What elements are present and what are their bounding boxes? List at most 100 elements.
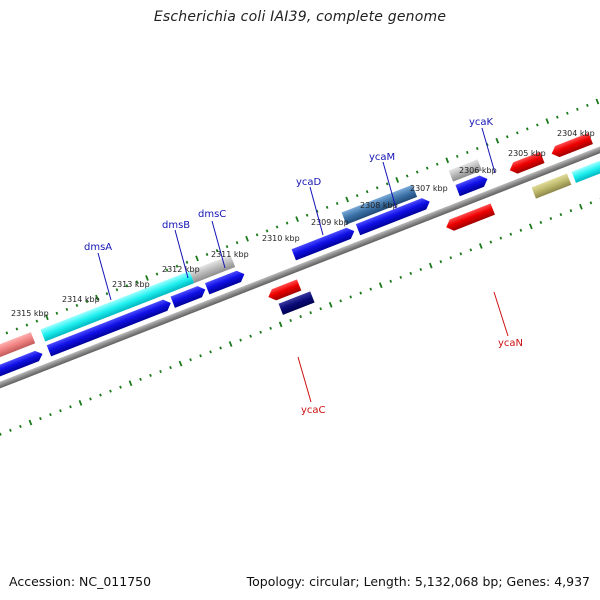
scale-tick-outer-minor [135, 280, 139, 284]
gene-label-ycaK[interactable]: ycaK [469, 117, 494, 128]
scale-tick-outer-minor [25, 323, 29, 327]
scale-tick-outer-major [445, 157, 450, 164]
scale-tick-inner-minor [299, 315, 302, 319]
gene-cyan-right[interactable] [571, 160, 600, 183]
gene-label-ycaD[interactable]: ycaD [296, 177, 322, 188]
scale-tick-outer-minor [125, 284, 129, 288]
scale-tick-outer-minor [265, 229, 269, 233]
scale-label: 2311 kbp [211, 250, 249, 259]
scale-tick-outer-minor [225, 245, 229, 249]
scale-tick-inner-minor [349, 295, 353, 299]
scale-tick-inner-minor [219, 346, 222, 350]
gene-ycaC[interactable] [278, 291, 315, 315]
scale-ticks-inner [0, 197, 600, 436]
scale-tick-outer-minor [455, 154, 459, 158]
scale-tick-inner-minor [169, 366, 172, 370]
scale-label: 2313 kbp [112, 280, 150, 289]
gene-labels: dmsA dmsB dmsC ycaD ycaM ycaK ycaC ycaN [84, 117, 523, 416]
scale-tick-outer-minor [365, 190, 369, 194]
scale-label: 2304 kbp [557, 129, 595, 138]
gene-label-ycaN[interactable]: ycaN [498, 338, 523, 349]
gene-dmsA[interactable] [40, 271, 195, 342]
scale-tick-inner-minor [459, 252, 463, 256]
leader-dmsB [174, 229, 189, 279]
scale-tick-inner-major [28, 419, 33, 426]
scale-tick-inner-major [278, 321, 283, 328]
gene-label-dmsC[interactable]: dmsC [198, 209, 226, 220]
gene-ycaK[interactable] [455, 173, 489, 197]
gene-ycaD[interactable] [291, 226, 357, 261]
leader-ycaD [309, 186, 324, 236]
scale-tick-inner-minor [249, 334, 252, 338]
scale-tick-outer-minor [435, 162, 439, 166]
scale-tick-outer-minor [526, 127, 529, 131]
scale-tick-outer-minor [75, 303, 79, 307]
leader-ycaN [493, 291, 509, 337]
gene-ycaM-blue[interactable] [355, 196, 432, 236]
scale-label: 2312 kbp [162, 265, 200, 274]
gene-right-red-top[interactable] [508, 151, 545, 176]
scale-tick-inner-minor [289, 318, 292, 323]
scale-tick-inner-minor [569, 209, 573, 213]
scale-tick-outer-major [95, 294, 99, 301]
scale-tick-outer-minor [155, 272, 159, 276]
scale-tick-outer-minor [215, 248, 219, 253]
scale-tick-outer-minor [405, 174, 409, 178]
scale-tick-inner-minor [9, 428, 12, 432]
scale-tick-inner-minor [339, 299, 343, 303]
genome-track [0, 98, 600, 436]
scale-tick-outer-minor [586, 103, 589, 107]
gene-pink[interactable] [0, 332, 36, 376]
scale-tick-outer-minor [105, 292, 109, 296]
gene-leaders [97, 127, 509, 403]
scale-tick-inner-minor [509, 232, 513, 236]
scale-tick-outer-minor [15, 327, 19, 331]
scale-tick-inner-minor [359, 291, 363, 295]
scale-tick-inner-minor [559, 213, 563, 217]
scale-tick-inner-major [378, 282, 383, 289]
scale-tick-outer-major [245, 235, 249, 242]
scale-tick-inner-minor [99, 393, 102, 397]
scale-tick-outer-minor [325, 205, 329, 209]
scale-tick-outer-major [195, 255, 199, 262]
gene-label-ycaC[interactable]: ycaC [301, 405, 326, 416]
scale-tick-inner-minor [399, 275, 403, 279]
scale-tick-inner-minor [89, 397, 92, 401]
map-title: Escherichia coli IAI39, complete genome [153, 9, 447, 25]
scale-tick-outer-major [45, 314, 49, 321]
genome-summary-text: Topology: circular; Length: 5,132,068 bp… [246, 574, 590, 589]
gene-dmsB[interactable] [170, 284, 208, 308]
gene-olive[interactable] [531, 173, 572, 199]
gene-blue-1[interactable] [0, 349, 45, 393]
scale-label: 2314 kbp [62, 295, 100, 304]
gene-ycaC-red[interactable] [266, 279, 302, 302]
scale-tick-inner-minor [309, 311, 312, 315]
scale-tick-inner-major [428, 262, 433, 269]
gene-ycaM[interactable] [341, 184, 418, 225]
scale-labels: 2315 kbp 2314 kbp 2313 kbp 2312 kbp 2311… [11, 129, 595, 318]
scale-tick-inner-major [128, 380, 133, 387]
scale-tick-outer-minor [385, 182, 389, 186]
scale-tick-outer-major [395, 177, 400, 183]
scale-tick-inner-minor [589, 201, 593, 205]
scale-tick-outer-major [345, 196, 350, 203]
scale-tick-outer-minor [505, 135, 509, 139]
scale-tick-outer-minor [285, 221, 289, 225]
gene-ycaK-gray[interactable] [448, 159, 482, 182]
scale-tick-inner-minor [69, 405, 72, 409]
gene-ycaN[interactable] [444, 203, 495, 232]
gene-dmsC[interactable] [204, 269, 247, 295]
gene-right-red-top-2[interactable] [549, 132, 593, 159]
scale-tick-outer-minor [425, 166, 429, 170]
scale-tick-inner-minor [259, 330, 262, 334]
scale-tick-outer-minor [305, 213, 309, 217]
gene-label-dmsB[interactable]: dmsB [162, 220, 190, 231]
scale-tick-outer-minor [275, 225, 279, 229]
gene-label-dmsA[interactable]: dmsA [84, 242, 112, 253]
scale-tick-outer-minor [516, 131, 519, 135]
scale-tick-inner-minor [199, 354, 202, 358]
scale-tick-inner-minor [119, 385, 122, 389]
gene-label-ycaM[interactable]: ycaM [369, 152, 395, 163]
gene-dmsA-blue[interactable] [46, 297, 173, 357]
